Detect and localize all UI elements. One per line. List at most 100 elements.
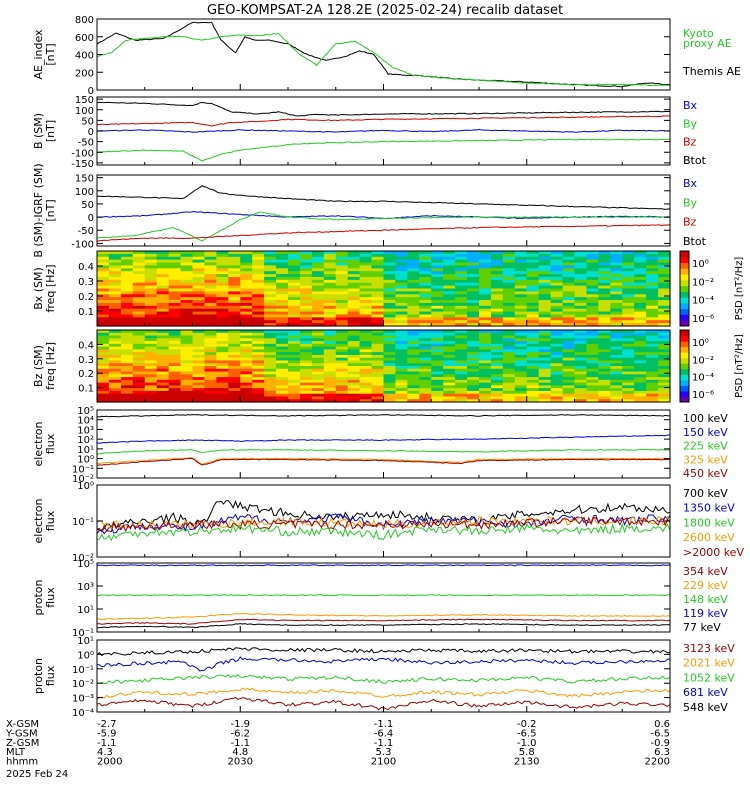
- heatmap-cell: [634, 323, 647, 327]
- heatmap-cell: [514, 300, 528, 304]
- heatmap-cell: [311, 377, 325, 381]
- colorbar-swatch: [680, 335, 689, 342]
- heatmap-cell: [144, 385, 158, 389]
- heatmap-cell: [323, 279, 337, 284]
- heatmap-cell: [335, 343, 349, 348]
- heatmap-cell: [443, 341, 456, 345]
- heatmap-cell: [371, 253, 385, 258]
- heatmap-cell: [359, 366, 373, 370]
- heatmap-cell: [276, 253, 289, 258]
- heatmap-cell: [299, 302, 313, 307]
- heatmap-cell: [323, 302, 337, 307]
- x-row-value: 5.8: [519, 747, 535, 758]
- heatmap-cell: [97, 388, 110, 392]
- heatmap-cell: [371, 271, 385, 275]
- heatmap-cell: [299, 285, 313, 290]
- heatmap-cell: [323, 368, 337, 373]
- heatmap-cell: [586, 357, 599, 362]
- heatmap-cell: [502, 259, 516, 264]
- heatmap-cell: [538, 371, 552, 375]
- heatmap-cell: [335, 363, 349, 367]
- heatmap-cell: [108, 276, 122, 281]
- heatmap-cell: [288, 288, 301, 292]
- heatmap-cell: [598, 302, 611, 307]
- heatmap-cell: [156, 330, 170, 334]
- heatmap-cell: [359, 377, 373, 381]
- heatmap-cell: [192, 279, 206, 284]
- heatmap-cell: [323, 363, 337, 367]
- heatmap-cell: [562, 352, 576, 356]
- heatmap-cell: [419, 268, 432, 272]
- heatmap-cell: [97, 305, 110, 310]
- heatmap-cell: [204, 354, 217, 359]
- heatmap-cell: [622, 385, 635, 389]
- heatmap-cell: [455, 300, 468, 304]
- heatmap-cell: [180, 332, 194, 337]
- heatmap-cell: [323, 371, 337, 375]
- heatmap-cell: [658, 262, 671, 267]
- heatmap-cell: [359, 382, 373, 386]
- heatmap-cell: [502, 388, 516, 392]
- heatmap-cell: [359, 256, 373, 261]
- heatmap-cell: [299, 399, 313, 403]
- heatmap-cell: [120, 302, 134, 307]
- heatmap-cell: [240, 377, 253, 381]
- heatmap-cell: [168, 349, 182, 353]
- heatmap-cell: [622, 399, 635, 403]
- heatmap-cell: [347, 360, 361, 364]
- series-line-orange: [96, 515, 671, 530]
- heatmap-cell: [586, 302, 599, 307]
- heatmap-cell: [156, 357, 170, 362]
- heatmap-cell: [180, 251, 194, 255]
- heatmap-cell: [359, 360, 373, 364]
- heatmap-cell: [443, 357, 456, 362]
- heatmap-cell: [156, 343, 170, 348]
- heatmap-cell: [216, 314, 229, 318]
- heatmap-cell: [658, 311, 671, 316]
- heatmap-cell: [419, 311, 432, 316]
- heatmap-cell: [264, 311, 277, 316]
- series-line-darkred: [96, 516, 671, 533]
- heatmap-cell: [634, 253, 647, 258]
- heatmap-cell: [288, 385, 301, 389]
- heatmap-cell: [383, 399, 397, 403]
- heatmap-cell: [156, 338, 170, 342]
- heatmap-cell: [347, 276, 361, 281]
- heatmap-cell: [562, 253, 576, 258]
- heatmap-cell: [335, 346, 349, 350]
- panel-frame: [96, 484, 671, 558]
- heatmap-cell: [347, 282, 361, 287]
- heatmap-cell: [419, 302, 432, 307]
- heatmap-cell: [168, 363, 182, 367]
- heatmap-cell: [359, 305, 373, 310]
- heatmap-cell: [216, 379, 229, 384]
- heatmap-cell: [431, 377, 444, 381]
- heatmap-cell: [395, 302, 408, 307]
- heatmap-cell: [180, 294, 194, 298]
- heatmap-cell: [467, 294, 480, 298]
- heatmap-cell: [514, 288, 528, 292]
- heatmap-cell: [359, 297, 373, 301]
- heatmap-cell: [455, 332, 468, 337]
- heatmap-cell: [586, 366, 599, 370]
- heatmap-cell: [634, 294, 647, 298]
- heatmap-cell: [622, 320, 635, 324]
- heatmap-cell: [538, 346, 552, 350]
- heatmap-cell: [467, 385, 480, 389]
- heatmap-cell: [658, 285, 671, 290]
- heatmap-cell: [359, 276, 373, 281]
- heatmap-cell: [574, 268, 588, 272]
- heatmap-cell: [538, 352, 552, 356]
- heatmap-cell: [132, 251, 146, 255]
- heatmap-cell: [502, 314, 516, 318]
- heatmap-cell: [335, 256, 349, 261]
- heatmap-cell: [610, 265, 623, 269]
- heatmap-cell: [323, 385, 337, 389]
- heatmap-cell: [526, 262, 540, 267]
- heatmap-cell: [252, 338, 265, 342]
- heatmap-cell: [455, 382, 468, 386]
- heatmap-cell: [395, 366, 408, 370]
- heatmap-cell: [383, 393, 397, 398]
- heatmap-cell: [598, 288, 611, 292]
